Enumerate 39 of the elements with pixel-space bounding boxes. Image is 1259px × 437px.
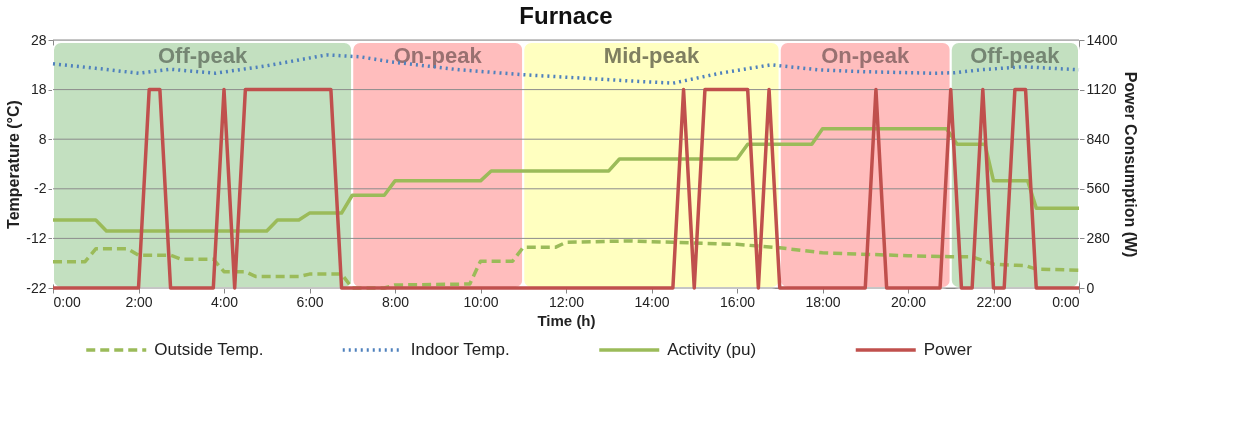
legend-label: Indoor Temp. bbox=[410, 340, 510, 359]
band-label: Mid-peak bbox=[603, 43, 700, 68]
x-tick-label: 22:00 bbox=[976, 293, 1012, 310]
x-tick-label: 0:00 bbox=[53, 293, 81, 310]
band-label: Off-peak bbox=[158, 43, 248, 68]
y-tick-label: 8 bbox=[38, 130, 47, 147]
x-tick-label: 8:00 bbox=[381, 293, 410, 310]
x-tick-label: 20:00 bbox=[890, 293, 927, 310]
x-tick-label: 12:00 bbox=[548, 293, 585, 310]
x-tick-label: 4:00 bbox=[210, 293, 239, 310]
legend-label: Power bbox=[923, 340, 973, 359]
chart-title: Furnace bbox=[519, 2, 613, 29]
x-tick-label: 16:00 bbox=[719, 293, 756, 310]
y2-tick-label: 1120 bbox=[1086, 81, 1117, 98]
y2-tick-label: 560 bbox=[1086, 180, 1111, 197]
y2-tick-label: 280 bbox=[1086, 229, 1111, 246]
x-tick-label: 2:00 bbox=[125, 293, 153, 310]
line-series bbox=[51, 127, 1081, 233]
x-tick-label: 6:00 bbox=[296, 293, 324, 310]
band-label: On-peak bbox=[393, 43, 483, 68]
x-tick-label: 18:00 bbox=[805, 293, 841, 310]
y-tick-label: -22 bbox=[26, 279, 47, 296]
y-tick-label: 28 bbox=[30, 31, 47, 48]
x-tick-label: 14:00 bbox=[634, 293, 670, 310]
y-tick-label: 18 bbox=[30, 81, 47, 98]
x-tick-label: 10:00 bbox=[463, 293, 499, 310]
y2-tick-label: 0 bbox=[1086, 279, 1095, 296]
legend-label: Activity (pu) bbox=[667, 340, 757, 359]
y-tick-label: -2 bbox=[34, 180, 47, 197]
y2-axis-title: Power Consumption (W) bbox=[1121, 71, 1139, 258]
y-axis-title: Temperature (°C) bbox=[5, 100, 23, 229]
band-label: Off-peak bbox=[970, 43, 1061, 68]
x-axis-title: Time (h) bbox=[537, 311, 596, 329]
y2-tick-label: 840 bbox=[1086, 130, 1111, 147]
legend-label: Outside Temp. bbox=[154, 340, 264, 359]
x-tick-label: 0:00 bbox=[1052, 293, 1080, 310]
band-label: On-peak bbox=[821, 43, 911, 68]
y2-tick-label: 1400 bbox=[1086, 31, 1118, 48]
y-tick-label: -12 bbox=[26, 229, 47, 246]
